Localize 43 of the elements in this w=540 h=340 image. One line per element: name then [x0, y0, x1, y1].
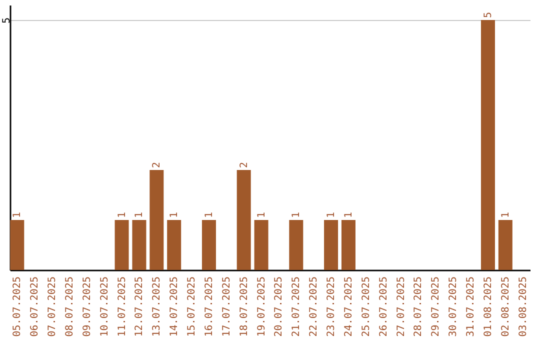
x-tick-label: 19.07.2025: [256, 276, 268, 337]
x-tick-label: 21.07.2025: [291, 276, 302, 337]
x-tick-label: 01.08.2025: [482, 276, 494, 337]
x-tick-label: 07.07.2025: [47, 276, 58, 337]
data-label: 1: [291, 212, 302, 218]
x-tick-label: 27.07.2025: [396, 276, 407, 337]
data-label: 1: [169, 212, 180, 218]
x-tick-label: 22.07.2025: [308, 276, 320, 337]
data-label: 1: [256, 212, 268, 218]
x-tick-label: 26.07.2025: [378, 276, 390, 337]
data-label: 2: [152, 162, 163, 168]
data-label: 5: [482, 12, 494, 18]
x-tick-label: 15.07.2025: [186, 276, 198, 337]
x-tick-label: 16.07.2025: [204, 276, 215, 337]
x-tick-label: 08.07.2025: [64, 276, 76, 337]
data-label: 1: [12, 212, 24, 218]
x-tick-label: 02.08.2025: [500, 276, 512, 337]
x-tick-label: 28.07.2025: [413, 276, 424, 337]
x-tick-label: 14.07.2025: [169, 276, 180, 337]
x-tick-label: 25.07.2025: [360, 276, 372, 337]
data-label: 1: [326, 212, 338, 218]
x-tick-label: 10.07.2025: [99, 276, 110, 337]
data-label: 1: [500, 212, 512, 218]
x-tick-label: 09.07.2025: [82, 276, 93, 337]
x-tick-label: 12.07.2025: [134, 276, 146, 337]
data-label: 1: [343, 212, 354, 218]
x-tick-label: 03.08.2025: [518, 276, 529, 337]
x-tick-label: 30.07.2025: [448, 276, 460, 337]
x-tick-label: 24.07.2025: [343, 276, 354, 337]
data-label: 2: [238, 162, 250, 168]
x-tick-label: 29.07.2025: [430, 276, 442, 337]
x-tick-label: 18.07.2025: [238, 276, 250, 337]
x-tick-label: 17.07.2025: [221, 276, 232, 337]
x-tick-label: 23.07.2025: [326, 276, 338, 337]
x-tick-label: 05.07.2025: [12, 276, 24, 337]
x-tick-label: 11.07.2025: [116, 276, 128, 337]
x-tick-label: 20.07.2025: [274, 276, 285, 337]
data-label: 1: [204, 212, 215, 218]
x-tick-label: 31.07.2025: [466, 276, 477, 337]
x-tick-label: 13.07.2025: [152, 276, 163, 337]
x-tick-label: 06.07.2025: [30, 276, 41, 337]
data-label: 1: [116, 212, 128, 218]
data-label: 1: [134, 212, 146, 218]
